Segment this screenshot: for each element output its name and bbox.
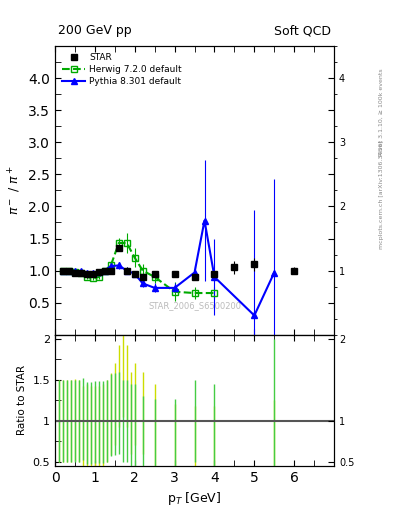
Text: Rivet 3.1.10, ≥ 100k events: Rivet 3.1.10, ≥ 100k events [379,69,384,157]
Text: STAR_2006_S6500200: STAR_2006_S6500200 [148,302,241,310]
Y-axis label: $\pi^-$ / $\pi^+$: $\pi^-$ / $\pi^+$ [6,166,23,215]
Text: mcplots.cern.ch [arXiv:1306.3436]: mcplots.cern.ch [arXiv:1306.3436] [379,140,384,249]
Legend: STAR, Herwig 7.2.0 default, Pythia 8.301 default: STAR, Herwig 7.2.0 default, Pythia 8.301… [59,51,185,89]
Y-axis label: Ratio to STAR: Ratio to STAR [17,365,27,435]
X-axis label: p$_T$ [GeV]: p$_T$ [GeV] [167,490,222,507]
Text: 200 GeV pp: 200 GeV pp [58,25,131,37]
Text: Soft QCD: Soft QCD [274,25,331,37]
